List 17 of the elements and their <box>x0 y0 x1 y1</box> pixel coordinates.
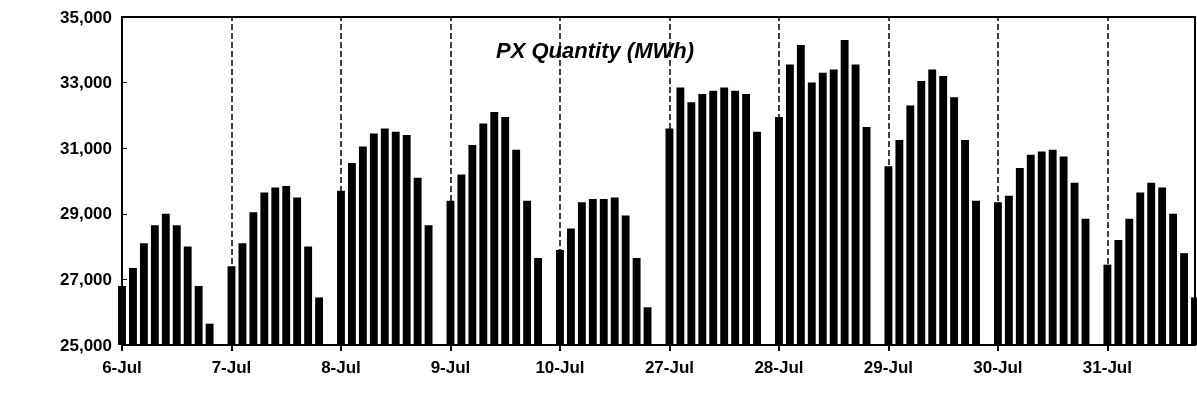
x-tick-label: 28-Jul <box>754 358 804 377</box>
y-tick-label: 31,000 <box>60 138 112 158</box>
x-tick-label: 8-Jul <box>321 358 361 377</box>
y-tick-label: 33,000 <box>60 73 112 93</box>
x-tick-label: 6-Jul <box>102 358 142 377</box>
text: PX Quantity (MWh) <box>496 37 694 63</box>
y-tick-label: 35,000 <box>60 7 112 27</box>
x-tick-label: 7-Jul <box>211 358 252 377</box>
y-tick-label: 29,000 <box>60 204 112 224</box>
y-tick-label: 25,000 <box>60 335 112 355</box>
x-tick-label: 30-Jul <box>973 358 1023 377</box>
x-tick-label: 27-Jul <box>644 358 695 377</box>
x-tick-label: 31-Jul <box>1082 358 1132 377</box>
x-tick-label: 10-Jul <box>535 358 585 377</box>
y-tick-label: 27,000 <box>60 269 112 289</box>
x-tick-label: 9-Jul <box>430 358 471 377</box>
x-tick-label: 29-Jul <box>863 358 913 377</box>
